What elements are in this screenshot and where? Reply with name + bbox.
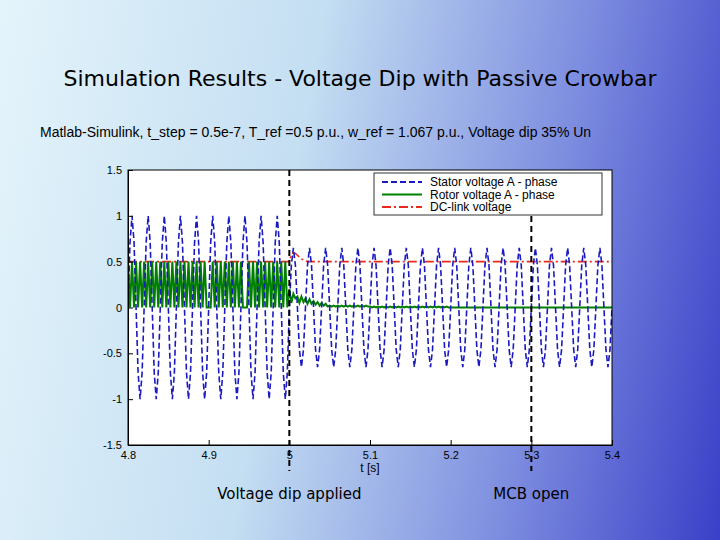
legend-swatch [382,181,422,183]
tick-mark [128,399,133,400]
tick-label: -1 [112,393,122,405]
tick-mark [128,353,133,354]
plot-area [128,216,612,399]
legend-swatch [382,194,422,196]
tick-mark [128,308,133,309]
tick: 5.1 [363,440,378,461]
legend: Stator voltage A - phaseRotor voltage A … [374,173,602,215]
plot-background [128,170,612,445]
title: Simulation Results - Voltage Dip with Pa… [64,66,658,91]
tick-label: 4.8 [121,449,136,461]
tick-label: 5.4 [605,449,620,461]
annotations: Voltage dip applied MCB open [217,170,569,503]
tick-label: 1.5 [107,164,122,176]
plot-frame [128,170,612,445]
tick-label: 0 [116,302,122,314]
tick: -1 [112,393,133,405]
tick-mark [209,440,210,445]
tick-mark [128,216,133,217]
legend-box [374,173,602,215]
tick-label: 4.9 [202,449,217,461]
annotation-label: Voltage dip applied [217,485,361,503]
annotation-line [530,216,532,471]
tick: -0.5 [103,347,133,359]
x-axis-title: t [s] [360,461,379,475]
tick-mark [128,262,133,263]
annotation-label: MCB open [493,485,569,503]
tick-label: 0.5 [107,256,122,268]
slide: Simulation Results - Voltage Dip with Pa… [0,0,720,540]
series-line [128,253,612,262]
tick-mark [370,440,371,445]
annotation-line [288,170,290,471]
legend-swatch [382,206,422,208]
tick-mark [451,440,452,445]
legend-label: DC-link voltage [430,200,512,214]
tick: 0 [116,302,133,314]
tick-label: -0.5 [103,347,122,359]
tick: 5.2 [444,440,459,461]
tick: 1 [116,210,133,222]
tick-label: 5.1 [363,449,378,461]
x-axis: 4.84.955.15.25.35.4 [121,440,620,461]
tick-label: -1.5 [103,439,122,451]
tick-label: 1 [116,210,122,222]
series-line [128,216,612,399]
tick-label: 5.2 [444,449,459,461]
tick: 0.5 [107,256,133,268]
y-axis: -1.5 -1 -0.5 0 0.5 1 1.5 [103,164,133,451]
tick: 4.9 [202,440,217,461]
subtitle: Matlab-Simulink, t_step = 0.5e-7, T_ref … [40,124,591,140]
